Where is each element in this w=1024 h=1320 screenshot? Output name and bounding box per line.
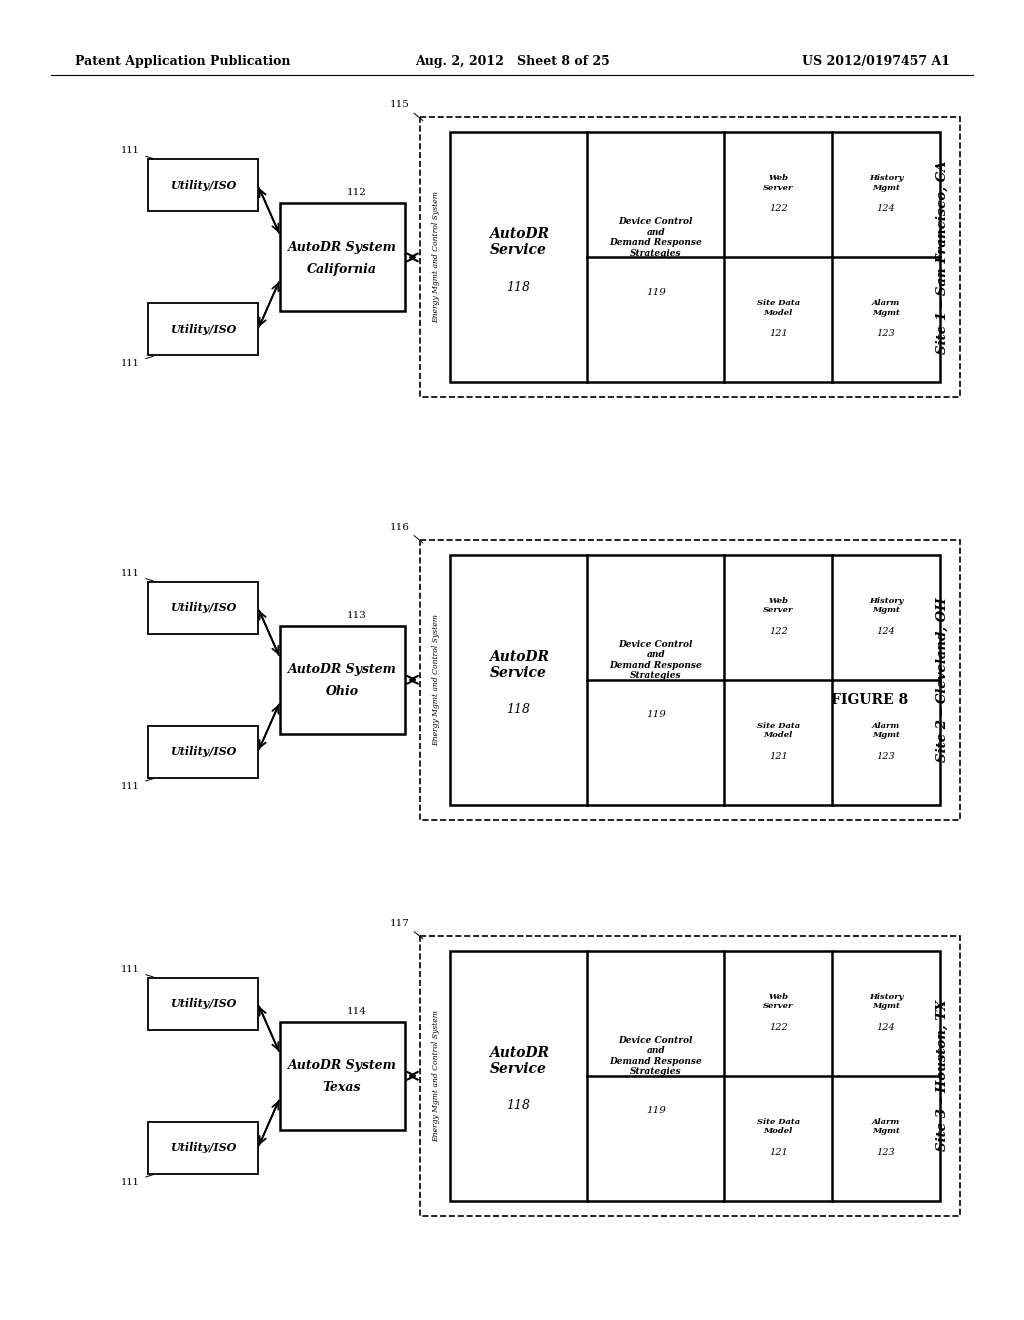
Text: History
Mgmt: History Mgmt xyxy=(868,174,903,191)
Text: AutoDR System: AutoDR System xyxy=(288,1059,396,1072)
Text: Web
Server: Web Server xyxy=(763,597,794,614)
Text: History
Mgmt: History Mgmt xyxy=(868,993,903,1010)
Bar xyxy=(450,554,940,805)
Text: 122: 122 xyxy=(769,627,787,636)
Text: Site Data
Model: Site Data Model xyxy=(757,300,800,317)
Text: 111: 111 xyxy=(121,359,140,368)
Text: Web
Server: Web Server xyxy=(763,993,794,1010)
Text: Utility/ISO: Utility/ISO xyxy=(170,746,237,758)
Text: 121: 121 xyxy=(769,752,787,760)
Text: 111: 111 xyxy=(121,1177,140,1187)
Text: History
Mgmt: History Mgmt xyxy=(868,597,903,614)
Text: Aug. 2, 2012   Sheet 8 of 25: Aug. 2, 2012 Sheet 8 of 25 xyxy=(415,55,609,69)
Text: 111: 111 xyxy=(121,781,140,791)
Text: Utility/ISO: Utility/ISO xyxy=(170,323,237,335)
Text: Alarm
Mgmt: Alarm Mgmt xyxy=(872,1118,900,1135)
Text: Utility/ISO: Utility/ISO xyxy=(170,180,237,191)
Text: 113: 113 xyxy=(347,611,367,620)
Bar xyxy=(148,582,258,634)
Text: 115: 115 xyxy=(390,100,410,110)
Text: Patent Application Publication: Patent Application Publication xyxy=(75,55,291,69)
Bar xyxy=(450,132,940,383)
Text: 118: 118 xyxy=(507,281,530,294)
Text: AutoDR System: AutoDR System xyxy=(288,242,396,253)
Text: Utility/ISO: Utility/ISO xyxy=(170,1142,237,1154)
Text: 123: 123 xyxy=(877,330,895,338)
Bar xyxy=(148,1122,258,1173)
Bar xyxy=(148,726,258,777)
Text: Device Control
and
Demand Response
Strategies: Device Control and Demand Response Strat… xyxy=(609,1036,702,1076)
Text: 118: 118 xyxy=(507,704,530,717)
Text: AutoDR
Service: AutoDR Service xyxy=(488,1045,549,1076)
Text: 123: 123 xyxy=(877,1148,895,1156)
Text: 116: 116 xyxy=(390,523,410,532)
Text: California: California xyxy=(307,263,377,276)
Bar xyxy=(280,1022,406,1130)
Bar xyxy=(148,160,258,211)
Text: Texas: Texas xyxy=(323,1081,361,1094)
Text: Device Control
and
Demand Response
Strategies: Device Control and Demand Response Strat… xyxy=(609,218,702,257)
Text: 119: 119 xyxy=(646,288,666,297)
Text: 121: 121 xyxy=(769,1148,787,1156)
Text: Site 3 – Houston, TX: Site 3 – Houston, TX xyxy=(936,1001,948,1151)
Bar xyxy=(148,978,258,1030)
Text: 114: 114 xyxy=(347,1007,367,1016)
Text: Alarm
Mgmt: Alarm Mgmt xyxy=(872,300,900,317)
Bar xyxy=(450,950,940,1201)
Text: AutoDR
Service: AutoDR Service xyxy=(488,227,549,257)
Text: 124: 124 xyxy=(877,627,895,636)
Text: Web
Server: Web Server xyxy=(763,174,794,191)
Text: Alarm
Mgmt: Alarm Mgmt xyxy=(872,722,900,739)
Text: 111: 111 xyxy=(121,965,140,974)
Bar xyxy=(148,304,258,355)
Text: Ohio: Ohio xyxy=(326,685,358,698)
Text: US 2012/0197457 A1: US 2012/0197457 A1 xyxy=(802,55,950,69)
Bar xyxy=(280,626,406,734)
Text: Energy Mgmt and Control System: Energy Mgmt and Control System xyxy=(432,614,440,746)
Text: AutoDR System: AutoDR System xyxy=(288,664,396,676)
Text: Site Data
Model: Site Data Model xyxy=(757,1118,800,1135)
Text: 117: 117 xyxy=(390,919,410,928)
Bar xyxy=(420,936,961,1216)
Text: 118: 118 xyxy=(507,1100,530,1113)
Text: 121: 121 xyxy=(769,330,787,338)
Bar xyxy=(420,540,961,820)
Text: 124: 124 xyxy=(877,1023,895,1032)
Text: 112: 112 xyxy=(347,189,367,198)
Text: Utility/ISO: Utility/ISO xyxy=(170,602,237,614)
Text: AutoDR
Service: AutoDR Service xyxy=(488,649,549,680)
Text: Energy Mgmt and Control System: Energy Mgmt and Control System xyxy=(432,191,440,323)
Text: 111: 111 xyxy=(121,569,140,578)
Bar xyxy=(280,203,406,312)
Text: 122: 122 xyxy=(769,205,787,214)
Text: Site Data
Model: Site Data Model xyxy=(757,722,800,739)
Text: 119: 119 xyxy=(646,710,666,719)
Text: 124: 124 xyxy=(877,205,895,214)
Text: 123: 123 xyxy=(877,752,895,760)
Text: FIGURE 8: FIGURE 8 xyxy=(831,693,908,708)
Text: Utility/ISO: Utility/ISO xyxy=(170,998,237,1010)
Text: Device Control
and
Demand Response
Strategies: Device Control and Demand Response Strat… xyxy=(609,640,702,680)
Text: 122: 122 xyxy=(769,1023,787,1032)
Text: 111: 111 xyxy=(121,147,140,156)
Text: Energy Mgmt and Control System: Energy Mgmt and Control System xyxy=(432,1010,440,1142)
Text: 119: 119 xyxy=(646,1106,666,1115)
Bar xyxy=(420,117,961,397)
Text: Site 2 – Cleveland, OH: Site 2 – Cleveland, OH xyxy=(936,598,948,762)
Text: Site 1 – San Francisco, CA: Site 1 – San Francisco, CA xyxy=(936,161,948,354)
